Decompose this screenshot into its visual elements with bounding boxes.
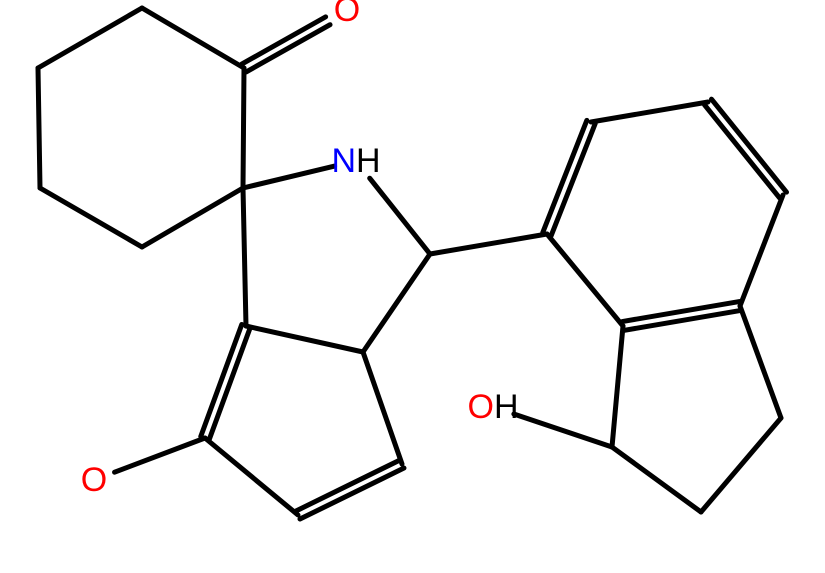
bond	[246, 326, 363, 352]
bond	[243, 166, 335, 188]
bond	[38, 68, 40, 188]
bond	[243, 188, 246, 326]
bond	[115, 438, 205, 472]
bond	[209, 328, 250, 440]
bond	[430, 234, 547, 254]
bond	[363, 254, 430, 352]
bond	[296, 460, 400, 511]
bond	[38, 8, 142, 68]
bond	[701, 418, 781, 512]
bond	[612, 326, 623, 447]
bond	[246, 25, 330, 72]
bond	[201, 324, 242, 436]
bond	[370, 178, 430, 254]
bond	[514, 414, 612, 447]
bond	[40, 188, 142, 247]
atom-label-o: O	[334, 0, 360, 29]
bond	[205, 438, 298, 515]
atom-label-o: OH	[467, 388, 518, 426]
bond	[740, 195, 783, 306]
molecule-diagram: O NH O OH	[0, 0, 825, 573]
bond	[712, 99, 787, 192]
bond	[300, 468, 404, 519]
bond	[142, 188, 243, 247]
bond	[363, 352, 402, 464]
bond	[591, 102, 708, 122]
bond	[243, 68, 244, 188]
bond	[612, 447, 701, 512]
bond	[543, 120, 587, 232]
bond	[551, 124, 595, 236]
bond	[740, 306, 781, 418]
bond	[547, 234, 623, 326]
bond	[242, 17, 326, 64]
atom-label-n: NH	[331, 142, 380, 180]
bond	[704, 105, 779, 198]
atom-label-o: O	[81, 461, 107, 499]
bond	[142, 8, 244, 68]
